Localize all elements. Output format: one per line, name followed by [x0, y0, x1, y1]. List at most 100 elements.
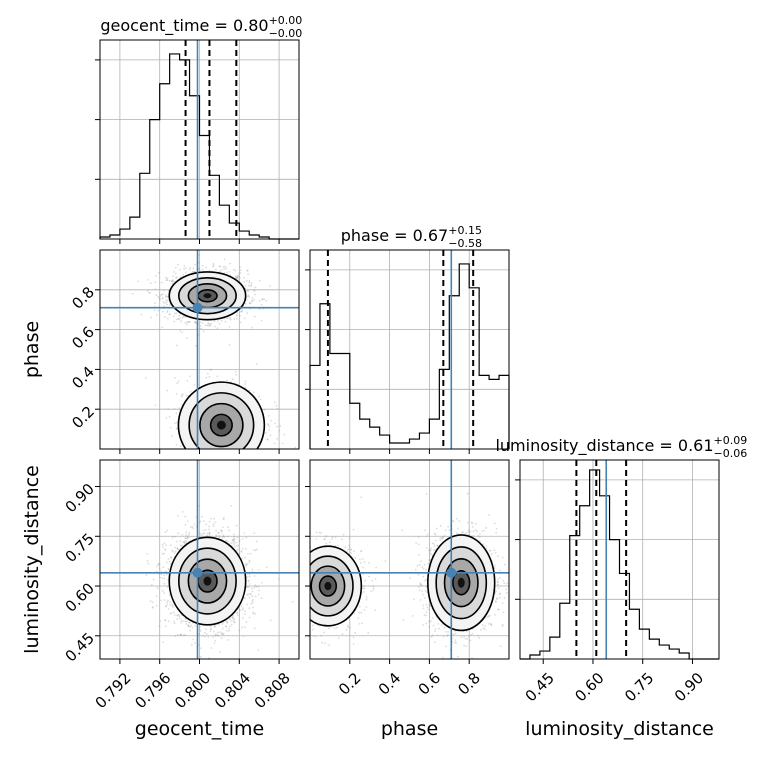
sample-point [182, 620, 184, 623]
sample-point [175, 540, 178, 543]
sample-point [249, 302, 251, 305]
sample-point [218, 536, 221, 539]
sample-point [150, 583, 153, 586]
sample-point [164, 531, 167, 534]
sample-point [251, 602, 254, 604]
sample-point [250, 284, 253, 287]
sample-point [162, 297, 164, 300]
sample-point [173, 320, 176, 323]
sample-point [233, 618, 236, 620]
sample-point [257, 585, 260, 588]
sample-point [218, 453, 220, 455]
sample-point [253, 315, 256, 318]
sample-point [276, 407, 279, 410]
sample-point [244, 386, 247, 389]
sample-point [221, 627, 224, 630]
sample-point [234, 370, 237, 373]
sample-point [181, 533, 184, 536]
sample-point [254, 293, 256, 296]
sample-point [199, 655, 202, 658]
sample-point [202, 268, 204, 271]
sample-point [216, 491, 218, 493]
sample-point [213, 468, 215, 470]
sample-point [176, 427, 178, 429]
sample-point [171, 435, 174, 437]
sample-point [238, 272, 241, 275]
sample-point [163, 577, 166, 580]
sample-point [177, 380, 180, 383]
sample-point [220, 269, 223, 271]
sample-point [166, 311, 169, 314]
density-fill [216, 420, 226, 430]
sample-point [176, 461, 178, 463]
sample-point [239, 272, 242, 275]
sample-point [232, 538, 235, 541]
sample-point [184, 471, 186, 473]
hist-panel-geocent_time: geocent_time = 0.80+0.00−0.00 [95, 14, 302, 244]
sample-point [226, 540, 229, 543]
sample-point [254, 595, 257, 598]
sample-point [247, 294, 250, 297]
sample-point [245, 562, 247, 565]
sample-point [202, 330, 205, 333]
sample-point [230, 542, 233, 544]
sample-point [156, 587, 159, 589]
sample-point [182, 473, 184, 475]
sample-point [218, 458, 220, 460]
sample-point [248, 284, 250, 287]
sample-point [204, 628, 207, 631]
sample-point [235, 276, 238, 279]
sample-point [227, 526, 229, 529]
hist-title-main: luminosity_distance = 0.61 [495, 436, 713, 456]
panel-geocent_time-vs-luminosity_distance: 0.7920.7960.8000.8040.8080.450.600.750.9… [62, 459, 300, 712]
sample-point [188, 320, 191, 323]
sample-point [175, 421, 178, 424]
y-tick-label: 0.6 [68, 323, 98, 353]
sample-point [245, 564, 248, 567]
sample-point [186, 379, 189, 382]
sample-point [176, 547, 179, 550]
sample-point [266, 423, 269, 426]
sample-point [166, 277, 169, 280]
sample-point [241, 626, 244, 629]
sample-point [228, 317, 230, 320]
sample-point [178, 314, 181, 317]
sample-point [191, 626, 194, 629]
sample-point [214, 639, 217, 642]
sample-point [222, 518, 225, 521]
sample-point [165, 295, 168, 298]
sample-point [214, 455, 216, 457]
sample-point [164, 619, 167, 622]
sample-point [220, 319, 223, 322]
sample-point [223, 449, 225, 451]
sample-point [253, 532, 256, 535]
hist-title-main: phase = 0.67 [341, 226, 448, 245]
sample-point [222, 526, 224, 529]
sample-point [179, 464, 181, 466]
sample-point [235, 451, 237, 453]
sample-point [238, 552, 241, 555]
hist-title: phase = 0.67+0.15 [341, 224, 482, 245]
sample-point [246, 295, 249, 298]
sample-point [233, 540, 236, 543]
sample-point [152, 578, 155, 581]
sample-point [219, 265, 222, 268]
sample-point [177, 318, 180, 321]
sample-point [173, 620, 176, 623]
sample-point [244, 303, 247, 305]
sample-point [163, 592, 165, 595]
sample-point [269, 434, 272, 437]
sample-point [169, 604, 171, 607]
sample-point [248, 389, 251, 392]
histogram-phase [309, 263, 510, 449]
sample-point [238, 539, 241, 542]
sample-point [194, 642, 196, 644]
sample-point [188, 375, 191, 378]
sample-point [174, 266, 177, 269]
sample-point [148, 291, 151, 294]
sample-point [245, 458, 247, 460]
sample-point [247, 586, 250, 588]
sample-point [232, 378, 234, 380]
sample-point [238, 629, 240, 632]
sample-point [207, 457, 209, 459]
